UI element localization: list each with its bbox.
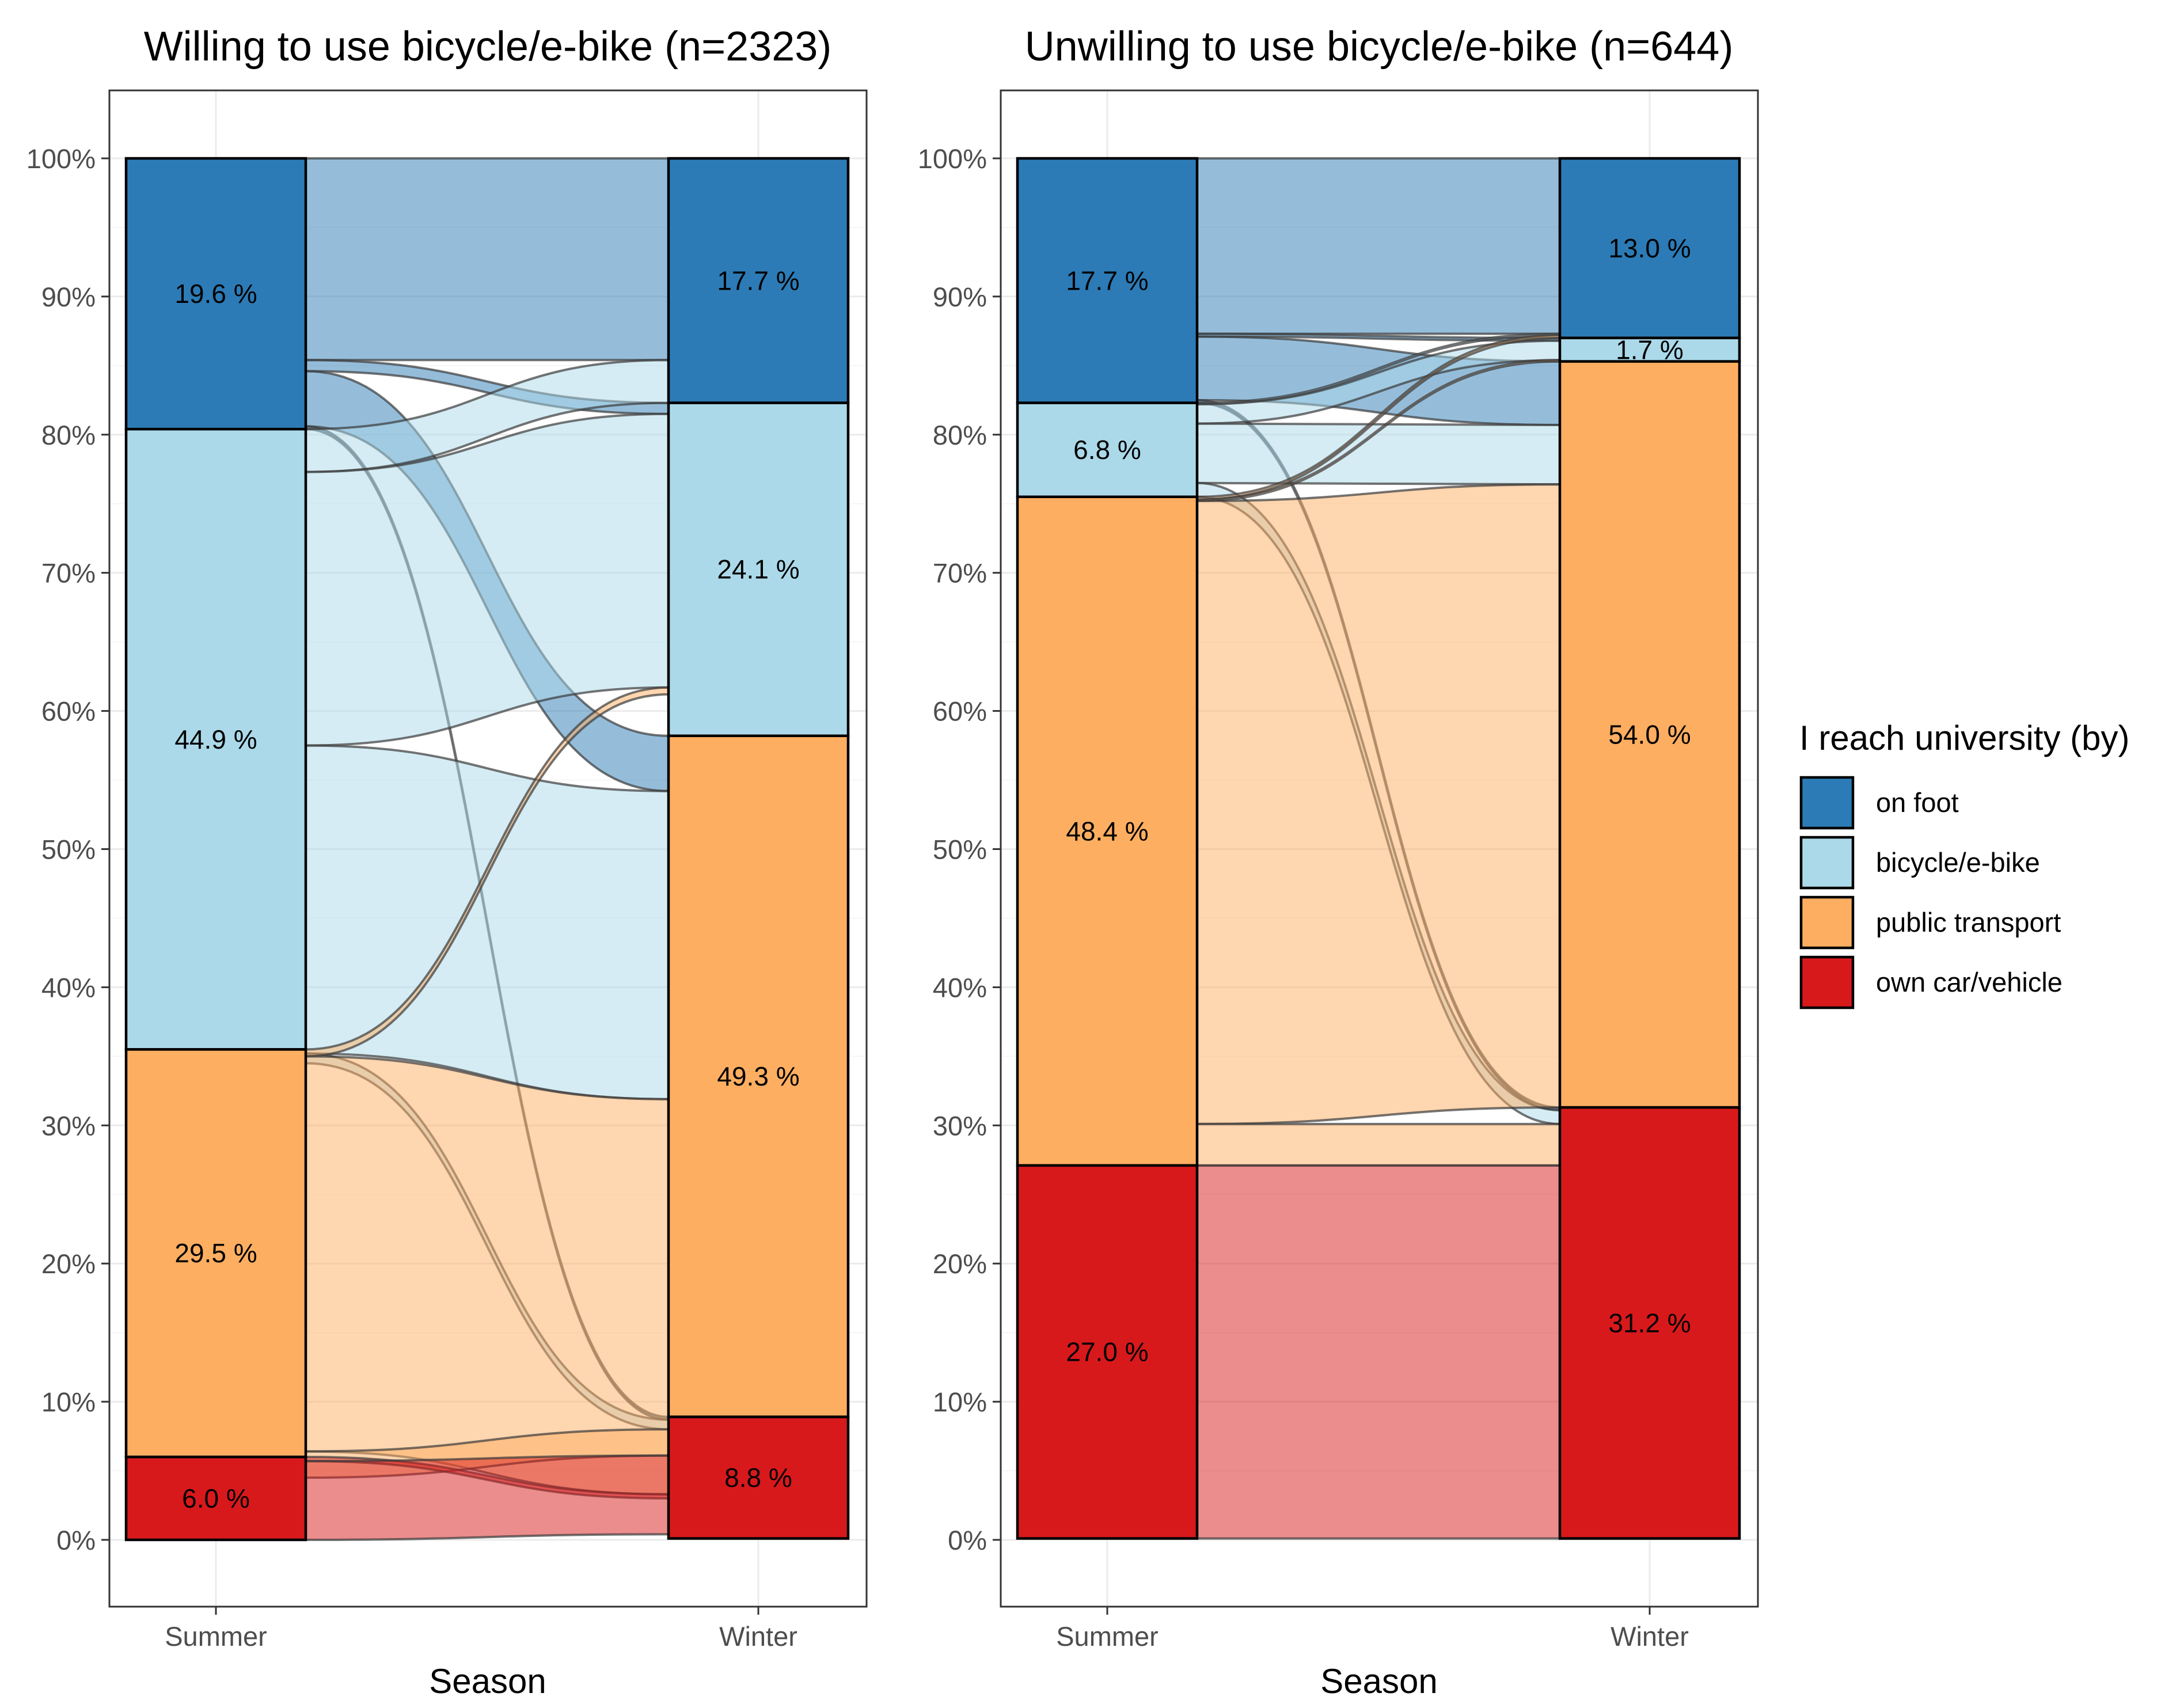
bar-label-winter-bike: 1.7 % bbox=[1616, 335, 1684, 365]
y-tick-label: 80% bbox=[933, 420, 987, 450]
y-tick-label: 0% bbox=[56, 1525, 96, 1555]
bar-winter-bike bbox=[667, 401, 850, 738]
x-tick-label: Winter bbox=[719, 1621, 797, 1652]
x-tick-label: Winter bbox=[1611, 1621, 1689, 1652]
bar-label-winter-foot: 17.7 % bbox=[717, 265, 799, 295]
flow-foot-to-foot bbox=[1196, 157, 1561, 335]
flow-car-to-car bbox=[1196, 1164, 1561, 1540]
x-tick-label: Summer bbox=[165, 1621, 267, 1652]
flows bbox=[305, 157, 670, 1542]
flow-bike-to-pt bbox=[1196, 422, 1561, 486]
bar-summer-foot bbox=[124, 157, 307, 431]
legend-label-pt: public transport bbox=[1876, 907, 2061, 937]
y-axis: 0% 10% 20% 30% 40% 50% 60% 70% 80% 90% 100% bbox=[918, 143, 1001, 1555]
bar-label-summer-bike: 6.8 % bbox=[1073, 435, 1141, 465]
bar-label-summer-pt: 29.5 % bbox=[174, 1238, 257, 1268]
y-tick-label: 30% bbox=[41, 1110, 96, 1141]
y-tick-label: 90% bbox=[41, 282, 96, 312]
bar-label-summer-pt: 48.4 % bbox=[1066, 816, 1148, 846]
flow-pt-to-car bbox=[1196, 1122, 1561, 1167]
y-tick-label: 20% bbox=[933, 1248, 987, 1279]
y-tick-label: 50% bbox=[933, 834, 987, 865]
y-tick-label: 10% bbox=[933, 1387, 987, 1417]
legend-title: I reach university (by) bbox=[1799, 719, 2130, 757]
y-tick-label: 80% bbox=[41, 420, 96, 450]
x-axis: Summer Winter bbox=[165, 1607, 797, 1652]
bar-winter-bike bbox=[1558, 336, 1741, 363]
x-axis-title: Season bbox=[429, 1662, 546, 1701]
legend-label-bike: bicycle/e-bike bbox=[1876, 847, 2040, 878]
legend-label-foot: on foot bbox=[1876, 787, 1959, 818]
flow-car-to-car bbox=[305, 1454, 670, 1542]
legend-label-car: own car/vehicle bbox=[1876, 967, 2063, 997]
panel-unwilling: 17.7 % 6.8 % 48.4 % 27.0 % 13.0 % 1.7 % 54.0 %… bbox=[918, 24, 1759, 1701]
y-tick-label: 20% bbox=[41, 1248, 96, 1279]
panel-willing: 19.6 % 44.9 % 29.5 % 6.0 % 17.7 % 24.1 % 49.3 … bbox=[26, 24, 868, 1701]
x-axis: Summer Winter bbox=[1056, 1607, 1689, 1652]
strata: 19.6 % 44.9 % 29.5 % 6.0 % 17.7 % 24.1 % 49.3 … bbox=[124, 157, 850, 1542]
y-tick-label: 40% bbox=[41, 972, 96, 1003]
bar-summer-car bbox=[124, 1455, 307, 1542]
bar-summer-car bbox=[1016, 1164, 1199, 1540]
legend-swatch-bike bbox=[1799, 836, 1855, 890]
bar-summer-bike bbox=[124, 427, 307, 1051]
bar-label-winter-pt: 54.0 % bbox=[1608, 719, 1691, 749]
chart-title: Unwilling to use bicycle/e-bike (n=644) bbox=[1025, 24, 1734, 70]
bar-label-summer-car: 6.0 % bbox=[182, 1483, 250, 1513]
x-tick-label: Summer bbox=[1056, 1621, 1159, 1652]
y-tick-label: 70% bbox=[933, 558, 987, 589]
bar-label-summer-foot: 19.6 % bbox=[174, 279, 257, 309]
flow-bike-to-pt bbox=[305, 744, 670, 1100]
flow-pt-to-pt bbox=[305, 1055, 670, 1496]
bar-summer-foot bbox=[1016, 157, 1199, 404]
bar-label-winter-pt: 49.3 % bbox=[717, 1061, 799, 1091]
bar-summer-bike bbox=[1016, 401, 1199, 499]
flow-pt-to-pt bbox=[1196, 483, 1561, 1125]
y-tick-label: 30% bbox=[933, 1110, 987, 1141]
y-tick-label: 0% bbox=[948, 1525, 987, 1555]
bar-winter-car bbox=[1558, 1106, 1741, 1540]
legend-swatch-foot bbox=[1799, 776, 1855, 830]
legend-swatch-car bbox=[1799, 955, 1855, 1009]
legend-swatch-pt bbox=[1799, 895, 1855, 950]
strata: 17.7 % 6.8 % 48.4 % 27.0 % 13.0 % 1.7 % 54.0 %… bbox=[1016, 157, 1741, 1540]
bar-label-summer-bike: 44.9 % bbox=[174, 724, 257, 754]
flow-foot-to-foot bbox=[305, 157, 670, 362]
flows bbox=[1196, 157, 1561, 1540]
y-tick-label: 50% bbox=[41, 834, 96, 865]
bar-label-winter-car: 31.2 % bbox=[1608, 1308, 1691, 1338]
y-tick-label: 70% bbox=[41, 558, 96, 589]
bar-winter-car bbox=[667, 1415, 850, 1540]
legend: I reach university (by) on foot bicycle/e-… bbox=[1799, 719, 2130, 1009]
y-tick-label: 90% bbox=[933, 282, 987, 312]
bar-label-winter-car: 8.8 % bbox=[724, 1463, 792, 1493]
y-axis: 0% 10% 20% 30% 40% 50% 60% 70% 80% 90% 100% bbox=[26, 143, 109, 1555]
chart-title: Willing to use bicycle/e-bike (n=2323) bbox=[144, 24, 832, 70]
bar-winter-foot bbox=[667, 157, 850, 404]
bar-label-winter-foot: 13.0 % bbox=[1608, 233, 1691, 263]
y-tick-label: 100% bbox=[918, 143, 987, 174]
y-tick-label: 60% bbox=[41, 696, 96, 727]
x-axis-title: Season bbox=[1320, 1662, 1438, 1701]
bar-label-winter-bike: 24.1 % bbox=[717, 555, 799, 584]
y-tick-label: 40% bbox=[933, 972, 987, 1003]
bar-winter-foot bbox=[1558, 157, 1741, 340]
y-tick-label: 100% bbox=[26, 143, 96, 174]
bar-label-summer-car: 27.0 % bbox=[1066, 1337, 1148, 1367]
bar-label-summer-foot: 17.7 % bbox=[1066, 265, 1148, 295]
y-tick-label: 60% bbox=[933, 696, 987, 727]
y-tick-label: 10% bbox=[41, 1387, 96, 1417]
bar-summer-pt bbox=[124, 1048, 307, 1459]
